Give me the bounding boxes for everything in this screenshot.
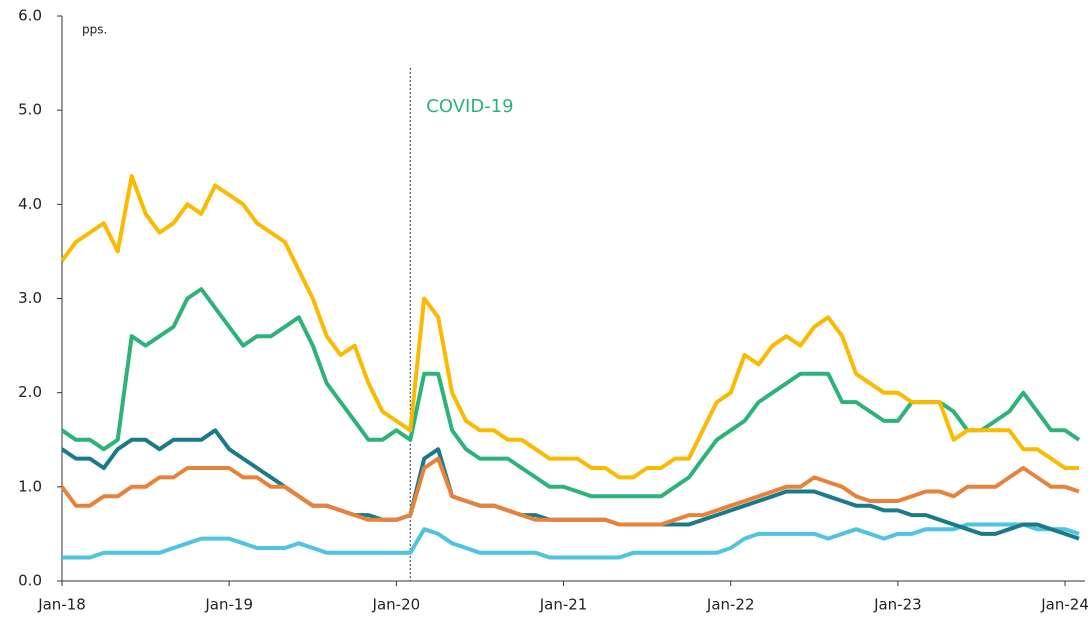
series-line bbox=[60, 428, 1080, 541]
x-tick-label: Jan-18 bbox=[37, 596, 86, 614]
y-tick-label: 4.0 bbox=[18, 195, 42, 213]
x-tick-label: Jan-20 bbox=[372, 596, 421, 614]
x-tick-label: Jan-21 bbox=[539, 596, 588, 614]
y-tick-label: 5.0 bbox=[18, 101, 42, 119]
series-line bbox=[62, 522, 1080, 560]
series-line bbox=[60, 456, 1080, 527]
event-label: COVID-19 bbox=[426, 96, 513, 117]
x-tick-label: Jan-22 bbox=[706, 596, 755, 614]
x-tick-label: Jan-19 bbox=[204, 596, 253, 614]
y-tick-label: 2.0 bbox=[18, 383, 42, 401]
y-tick-label: 3.0 bbox=[18, 289, 42, 307]
series-line bbox=[60, 174, 1079, 480]
series-line bbox=[60, 287, 1081, 499]
y-tick-label: 0.0 bbox=[18, 572, 42, 590]
y-axis-label: pps. bbox=[82, 23, 107, 37]
y-tick-label: 1.0 bbox=[18, 477, 42, 495]
y-tick-label: 6.0 bbox=[18, 7, 42, 25]
x-tick-label: Jan-24 bbox=[1040, 596, 1089, 614]
x-tick-label: Jan-23 bbox=[873, 596, 922, 614]
